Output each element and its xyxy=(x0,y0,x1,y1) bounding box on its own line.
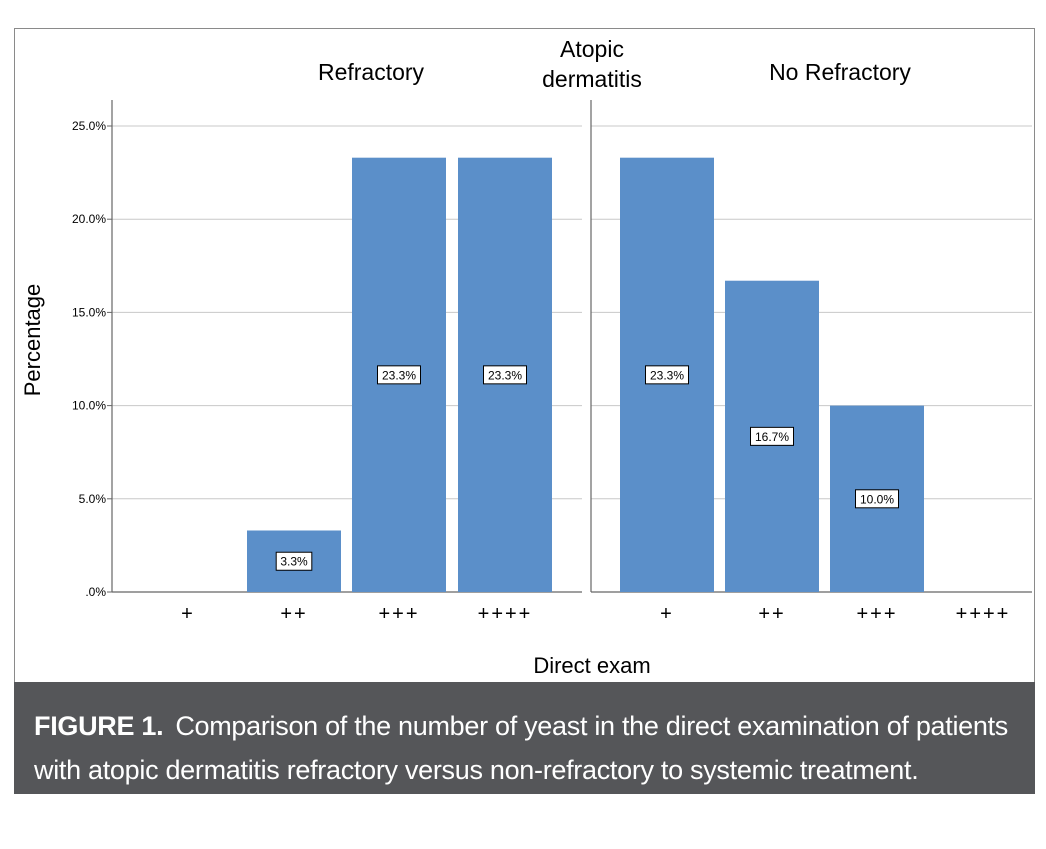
data-label: 23.3% xyxy=(488,368,522,382)
y-axis-label: Percentage xyxy=(20,284,45,397)
caption-label: FIGURE 1. xyxy=(34,711,164,741)
x-tick-label: ++ xyxy=(758,603,785,625)
data-label: 23.3% xyxy=(382,368,416,382)
y-tick-label: 5.0% xyxy=(79,492,107,506)
data-label: 3.3% xyxy=(280,555,308,569)
data-label-box xyxy=(483,365,527,385)
data-label-box xyxy=(750,426,794,446)
chart-title-line-2: dermatitis xyxy=(542,66,642,92)
data-label-box xyxy=(855,489,899,509)
figure-caption: FIGURE 1. Comparison of the number of yea… xyxy=(14,682,1035,794)
y-tick-label: 25.0% xyxy=(72,119,106,133)
x-tick-label: ++ xyxy=(280,603,307,625)
panel-header: Refractory xyxy=(318,59,425,85)
x-tick-label: + xyxy=(181,603,195,625)
data-label: 23.3% xyxy=(650,368,684,382)
y-tick-label: 20.0% xyxy=(72,212,106,226)
y-tick-label: .0% xyxy=(85,585,106,599)
x-tick-label: +++ xyxy=(856,603,897,625)
x-tick-label: ++++ xyxy=(478,603,533,625)
x-axis-label: Direct exam xyxy=(533,653,650,678)
y-tick-label: 15.0% xyxy=(72,305,106,319)
caption-text: Comparison of the number of yeast in the… xyxy=(34,711,1008,785)
data-label-box xyxy=(377,365,421,385)
data-label-box xyxy=(645,365,689,385)
data-label: 16.7% xyxy=(755,430,789,444)
y-tick-label: 10.0% xyxy=(72,399,106,413)
panel-header: No Refractory xyxy=(769,59,911,85)
data-label-box xyxy=(275,551,313,571)
chart-title-line-1: Atopic xyxy=(560,36,624,62)
x-tick-label: ++++ xyxy=(956,603,1011,625)
x-tick-label: + xyxy=(660,603,674,625)
x-tick-label: +++ xyxy=(378,603,419,625)
data-label: 10.0% xyxy=(860,492,894,506)
